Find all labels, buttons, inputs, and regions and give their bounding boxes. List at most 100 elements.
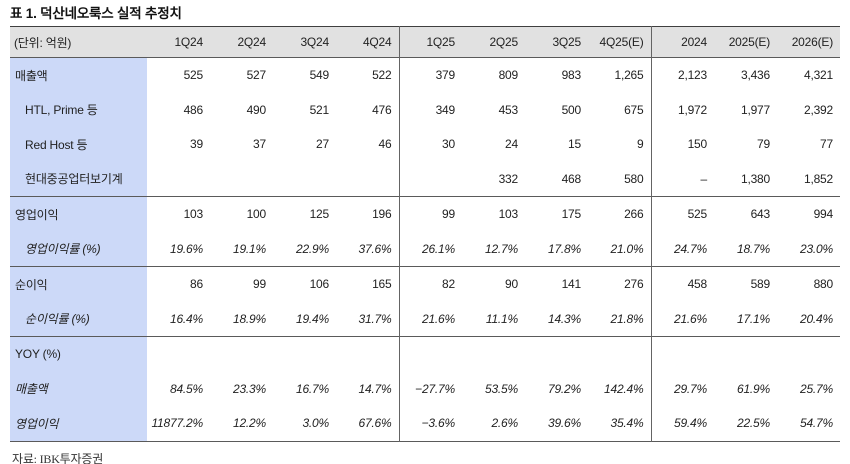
value-cell: 2,123 bbox=[677, 68, 707, 83]
value-cell bbox=[273, 337, 336, 372]
value-cell bbox=[399, 162, 462, 197]
value-cell: 125 bbox=[309, 207, 330, 222]
value-cell: 549 bbox=[309, 68, 330, 83]
value-cell bbox=[336, 161, 400, 197]
value-cell: 3,436 bbox=[740, 68, 770, 83]
value-cell bbox=[777, 337, 840, 372]
value-cell: 103 bbox=[498, 207, 519, 222]
value-cell: 453 bbox=[498, 102, 519, 117]
value-cell: 12.2% bbox=[232, 416, 266, 431]
value-cell: 643 bbox=[750, 207, 771, 222]
value-cell: 349 bbox=[435, 102, 456, 117]
column-header: 4Q24 bbox=[336, 26, 400, 58]
value-cell: 99 bbox=[442, 207, 455, 222]
value-cell bbox=[210, 337, 273, 372]
value-cell: 18.7% bbox=[736, 241, 770, 256]
value-cell: 175 bbox=[561, 207, 582, 222]
value-cell: 29.7% bbox=[673, 381, 707, 396]
table-header: (단위: 억원) 1Q24 2Q24 3Q24 4Q24 1Q25 2Q25 3Q25 4Q25… bbox=[10, 26, 840, 58]
row-label: 현대중공업터보기계 bbox=[10, 161, 147, 197]
value-cell: 24 bbox=[505, 137, 518, 152]
value-cell: 21.8% bbox=[588, 301, 652, 337]
table-row: YOY (%) bbox=[10, 336, 840, 372]
value-cell: 11877.2% bbox=[151, 416, 203, 431]
value-cell: 24.7% bbox=[673, 241, 707, 256]
value-cell: 379 bbox=[435, 68, 456, 83]
value-cell: 1,380 bbox=[740, 171, 770, 186]
value-cell: 580 bbox=[588, 161, 652, 197]
value-cell bbox=[714, 337, 777, 372]
value-cell: 19.1% bbox=[232, 241, 266, 256]
value-cell: 21.6% bbox=[421, 311, 455, 326]
value-cell: 77 bbox=[820, 137, 833, 152]
value-cell: 525 bbox=[687, 207, 708, 222]
value-cell: 332 bbox=[498, 171, 519, 186]
value-cell: 490 bbox=[246, 102, 267, 117]
value-cell bbox=[525, 337, 588, 372]
row-label: 영업이익 bbox=[10, 196, 147, 232]
value-cell: 12.7% bbox=[484, 241, 518, 256]
value-cell: 142.4% bbox=[588, 371, 652, 406]
value-cell: 79 bbox=[757, 137, 770, 152]
column-header: 3Q24 bbox=[300, 35, 329, 49]
value-cell: 23.0% bbox=[799, 241, 833, 256]
value-cell: 26.1% bbox=[421, 241, 455, 256]
table-row: 매출액 525 527 549 522 379 809 983 1,265 2,123 3,436 4… bbox=[10, 57, 840, 93]
row-label: 매출액 bbox=[10, 371, 147, 406]
table-row: 매출액 84.5% 23.3% 16.7% 14.7% −27.7% 53.5% 79.2% 1… bbox=[10, 371, 840, 406]
value-cell: 675 bbox=[588, 92, 652, 127]
value-cell: 15 bbox=[568, 137, 581, 152]
value-cell: 100 bbox=[246, 207, 267, 222]
table-body: 매출액 525 527 549 522 379 809 983 1,265 2,123 3,436 4… bbox=[10, 57, 840, 441]
value-cell: 106 bbox=[309, 277, 330, 292]
row-label: 영업이익률 (%) bbox=[10, 231, 147, 267]
value-cell: 522 bbox=[336, 57, 400, 93]
financial-estimates-table: (단위: 억원) 1Q24 2Q24 3Q24 4Q24 1Q25 2Q25 3Q25 4Q25… bbox=[10, 26, 840, 442]
value-cell: 20.4% bbox=[799, 311, 833, 326]
value-cell: −3.6% bbox=[421, 416, 456, 431]
column-header: 2026(E) bbox=[791, 35, 833, 49]
column-header: 2025(E) bbox=[728, 35, 770, 49]
value-cell: 103 bbox=[183, 207, 204, 222]
value-cell bbox=[462, 337, 525, 372]
value-cell: 54.7% bbox=[799, 416, 833, 431]
value-cell: 165 bbox=[336, 266, 400, 302]
value-cell: 90 bbox=[505, 277, 518, 292]
value-cell: 1,977 bbox=[740, 102, 770, 117]
value-cell: 150 bbox=[687, 137, 708, 152]
value-cell: 35.4% bbox=[588, 406, 652, 441]
value-cell: 16.7% bbox=[295, 381, 329, 396]
table-title: 표 1. 덕산네오룩스 실적 추정치 bbox=[10, 6, 182, 21]
value-cell bbox=[588, 336, 652, 372]
value-cell: 4,321 bbox=[803, 68, 833, 83]
table-row: 영업이익 11877.2% 12.2% 3.0% 67.6% −3.6% 2.6% 39.6%… bbox=[10, 406, 840, 441]
value-cell: 525 bbox=[183, 68, 204, 83]
column-header: 2Q24 bbox=[237, 35, 266, 49]
value-cell bbox=[399, 337, 462, 372]
value-cell: 11.1% bbox=[485, 311, 518, 326]
value-cell: 14.3% bbox=[547, 311, 581, 326]
table-row: Red Host 등 39 37 27 46 30 24 15 9 150 79 77 bbox=[10, 127, 840, 162]
value-cell: 53.5% bbox=[484, 381, 518, 396]
row-label: 영업이익 bbox=[10, 406, 147, 441]
value-cell: 21.6% bbox=[673, 311, 707, 326]
column-header: 3Q25 bbox=[552, 35, 581, 49]
value-cell: 16.4% bbox=[169, 311, 203, 326]
value-cell: 46 bbox=[336, 127, 400, 162]
value-cell bbox=[651, 337, 714, 372]
value-cell: 31.7% bbox=[336, 301, 400, 337]
value-cell: 23.3% bbox=[232, 381, 266, 396]
value-cell: 82 bbox=[442, 277, 455, 292]
value-cell: 39.6% bbox=[547, 416, 581, 431]
row-label: Red Host 등 bbox=[10, 127, 147, 162]
value-cell bbox=[336, 336, 400, 372]
column-header: 2024 bbox=[681, 35, 707, 49]
value-cell bbox=[147, 162, 210, 197]
value-cell: 486 bbox=[183, 102, 204, 117]
value-cell: 983 bbox=[561, 68, 582, 83]
value-cell: 84.5% bbox=[169, 381, 203, 396]
row-label: HTL, Prime 등 bbox=[10, 92, 147, 127]
value-cell: 18.9% bbox=[232, 311, 266, 326]
value-cell bbox=[147, 337, 210, 372]
